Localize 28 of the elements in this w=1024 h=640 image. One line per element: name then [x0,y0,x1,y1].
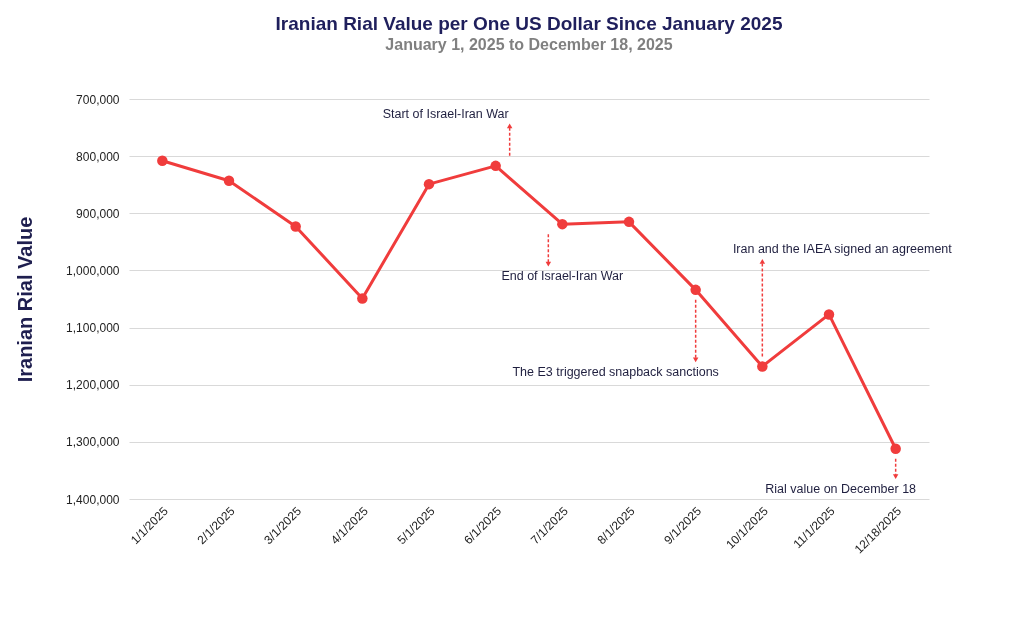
y-tick-label: 1,300,000 [66,435,120,450]
y-tick-label: 1,200,000 [66,378,120,393]
y-tick-label: 800,000 [76,149,120,164]
point [623,216,635,228]
point [290,221,301,232]
point [223,175,235,186]
point [357,293,368,304]
y-tick-label: 900,000 [76,206,120,221]
y-axis-title: Iranian Rial Value [14,216,37,383]
annotation: Rial value on December 18 [765,481,917,496]
point [823,309,835,320]
annotation: Iran and the IAEA signed an agreement [732,242,953,257]
y-tick-label: 1,000,000 [66,263,120,278]
chart-title: Iranian Rial Value per One US Dollar Since January 2025 [275,13,783,34]
point [157,155,168,166]
point [757,361,768,372]
y-tick-label: 700,000 [76,92,120,107]
annotation: End of Israel-Iran War [501,269,624,284]
y-tick-label: 1,400,000 [66,492,120,507]
point [423,178,435,190]
annotation: The E3 triggered snapback sanctions [512,364,719,379]
y-tick-label: 1,100,000 [66,321,120,336]
point [557,218,568,230]
chart-subtitle: January 1, 2025 to December 18, 2025 [385,36,673,53]
annotation: Start of Israel-Iran War [382,106,509,121]
point [690,284,701,296]
point [890,443,901,454]
point [490,160,501,172]
